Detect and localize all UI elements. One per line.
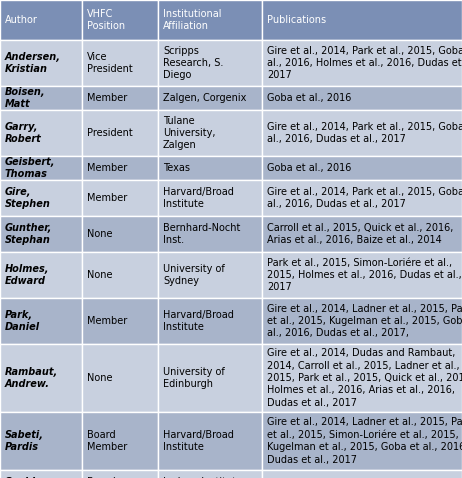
Bar (82, 298, 158, 344)
Text: Park,
Daniel: Park, Daniel (5, 310, 40, 332)
Bar (82, 86, 158, 110)
Text: Gire et al., 2014, Park et al., 2015, Goba et
al., 2016, Holmes et al., 2016, Du: Gire et al., 2014, Park et al., 2015, Go… (267, 45, 462, 80)
Bar (0, 0, 82, 40)
Bar (262, 470, 462, 478)
Bar (262, 40, 462, 86)
Bar (158, 156, 262, 180)
Text: Gire et al., 2014, Park et al., 2015, Goba et
al., 2016, Dudas et al., 2017: Gire et al., 2014, Park et al., 2015, Go… (267, 187, 462, 209)
Text: Board
Member: Board Member (87, 430, 127, 452)
Bar (82, 156, 158, 180)
Bar (82, 470, 158, 478)
Bar (0, 156, 82, 180)
Bar (158, 470, 262, 478)
Bar (158, 252, 262, 298)
Text: Goba et al., 2016: Goba et al., 2016 (267, 93, 352, 103)
Text: Board
Member: Board Member (87, 477, 127, 478)
Text: Harvard/Broad
Institute: Harvard/Broad Institute (163, 187, 234, 209)
Text: Rambaut,
Andrew.: Rambaut, Andrew. (5, 367, 58, 389)
Text: VHFC
Position: VHFC Position (87, 9, 125, 31)
Text: Bernhard-Nocht
Inst.: Bernhard-Nocht Inst. (163, 223, 240, 245)
Text: Texas: Texas (163, 163, 190, 173)
Text: Member: Member (87, 163, 127, 173)
Bar (158, 298, 262, 344)
Text: Publications: Publications (267, 15, 326, 25)
Bar (0, 180, 82, 216)
Text: Geisbert,
Thomas: Geisbert, Thomas (5, 157, 55, 179)
Bar (0, 86, 82, 110)
Text: President: President (87, 128, 133, 138)
Bar (158, 216, 262, 252)
Text: University of
Edinburgh: University of Edinburgh (163, 367, 225, 389)
Bar (158, 180, 262, 216)
Bar (262, 86, 462, 110)
Text: Harvard/Broad
Institute: Harvard/Broad Institute (163, 430, 234, 452)
Bar (262, 216, 462, 252)
Bar (262, 180, 462, 216)
Bar (82, 180, 158, 216)
Text: Andersen,
Kristian: Andersen, Kristian (5, 52, 61, 74)
Text: Holmes,
Edward: Holmes, Edward (5, 264, 49, 286)
Text: Saphire,
Erica: Saphire, Erica (5, 477, 51, 478)
Text: Gire et al., 2014, Dudas and Rambaut,
2014, Carroll et al., 2015, Ladner et al.,: Gire et al., 2014, Dudas and Rambaut, 20… (267, 348, 462, 408)
Bar (158, 344, 262, 412)
Bar (158, 0, 262, 40)
Text: None: None (87, 373, 113, 383)
Bar (262, 412, 462, 470)
Text: Gire et al., 2014, Ladner et al., 2015, Park
et al., 2015, Kugelman et al., 2015: Gire et al., 2014, Ladner et al., 2015, … (267, 304, 462, 338)
Bar (158, 86, 262, 110)
Text: University of
Sydney: University of Sydney (163, 264, 225, 286)
Text: None: None (87, 229, 113, 239)
Bar (82, 0, 158, 40)
Text: Scripps
Research, S.
Diego: Scripps Research, S. Diego (163, 45, 223, 80)
Text: Gire et al., 2014, Park et al., 2015, Goba et
al., 2016, Dudas et al., 2017: Gire et al., 2014, Park et al., 2015, Go… (267, 122, 462, 144)
Text: Author: Author (5, 15, 38, 25)
Text: Zalgen, Corgenix: Zalgen, Corgenix (163, 93, 246, 103)
Text: Sabeti,
Pardis: Sabeti, Pardis (5, 430, 44, 452)
Bar (0, 344, 82, 412)
Text: Tulane
University,
Zalgen: Tulane University, Zalgen (163, 116, 215, 151)
Bar (82, 344, 158, 412)
Bar (0, 40, 82, 86)
Text: Gire,
Stephen: Gire, Stephen (5, 187, 51, 209)
Bar (82, 252, 158, 298)
Bar (0, 110, 82, 156)
Bar (82, 216, 158, 252)
Text: Member: Member (87, 316, 127, 326)
Text: Gunther,
Stephan: Gunther, Stephan (5, 223, 52, 245)
Text: Member: Member (87, 93, 127, 103)
Bar (0, 252, 82, 298)
Bar (262, 252, 462, 298)
Bar (82, 40, 158, 86)
Text: Park et al., 2015, Simon-Loriére et al.,
2015, Holmes et al., 2016, Dudas et al.: Park et al., 2015, Simon-Loriére et al.,… (267, 258, 462, 293)
Text: Harvard/Broad
Institute: Harvard/Broad Institute (163, 310, 234, 332)
Text: Vice
President: Vice President (87, 52, 133, 74)
Bar (0, 470, 82, 478)
Text: Member: Member (87, 193, 127, 203)
Text: None: None (87, 270, 113, 280)
Bar (262, 156, 462, 180)
Bar (158, 412, 262, 470)
Text: La Joya Institute,
S. Diego: La Joya Institute, S. Diego (163, 477, 245, 478)
Bar (0, 298, 82, 344)
Text: Boisen,
Matt: Boisen, Matt (5, 87, 46, 109)
Text: Gire et al., 2014, Ladner et al., 2015, Park
et al., 2015, Simon-Loriére et al.,: Gire et al., 2014, Ladner et al., 2015, … (267, 417, 462, 465)
Bar (158, 40, 262, 86)
Bar (0, 412, 82, 470)
Text: Garry,
Robert: Garry, Robert (5, 122, 42, 144)
Bar (262, 110, 462, 156)
Bar (82, 110, 158, 156)
Bar (0, 216, 82, 252)
Text: Carroll et al., 2015, Quick et al., 2016,
Arias et al., 2016, Baize et al., 2014: Carroll et al., 2015, Quick et al., 2016… (267, 223, 453, 245)
Text: Goba et al., 2016: Goba et al., 2016 (267, 163, 352, 173)
Bar (262, 344, 462, 412)
Bar (158, 110, 262, 156)
Text: Institutional
Affiliation: Institutional Affiliation (163, 9, 221, 31)
Bar (262, 0, 462, 40)
Bar (262, 298, 462, 344)
Bar (82, 412, 158, 470)
